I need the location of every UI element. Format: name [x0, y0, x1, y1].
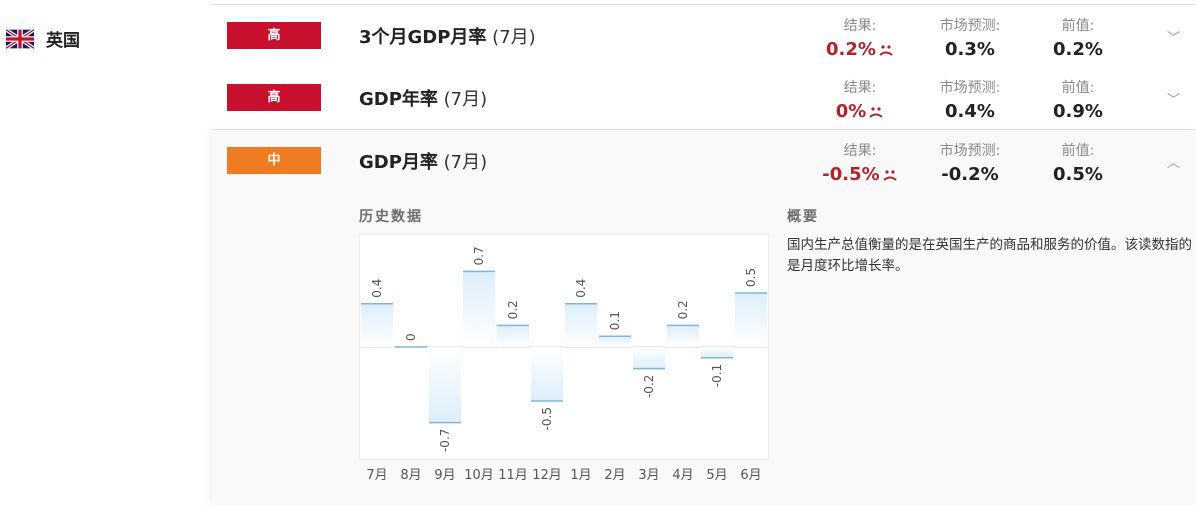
month-label: 10月	[464, 468, 494, 483]
event-row-gdp-mom-expanded[interactable]: 中 GDP月率 (7月) 结果: -0.5% 市场预测: -0.2% 前值: 0…	[212, 130, 1196, 505]
history-bar-chart: 0.4 0 -0.7 0.7 0.2 -0.5 0.4 0.1 -0.2 0.2 -0.1 0.5	[360, 246, 768, 452]
forecast-stat: 市场预测: 0.4%	[915, 77, 1025, 122]
data-label-9月: -0.7	[438, 429, 452, 452]
top-divider	[212, 4, 1196, 5]
bar-7月	[361, 303, 393, 347]
actual-stat: 结果: -0.5%	[805, 140, 915, 185]
actual-stat: 结果: 0.2%	[805, 15, 915, 60]
month-label: 1月	[570, 468, 592, 483]
bar-11月	[497, 325, 529, 347]
country-column: 英国	[0, 0, 212, 505]
event-title[interactable]: GDP月率 (7月)	[359, 152, 488, 173]
chevron-up-icon[interactable]: ︿	[1167, 156, 1181, 171]
data-label-2月: 0.1	[608, 311, 622, 330]
data-label-3月: -0.2	[642, 375, 656, 398]
actual-value: 0%	[835, 101, 867, 122]
data-label-1月: 0.4	[574, 279, 588, 298]
month-label: 6月	[740, 468, 762, 483]
data-label-7月: 0.4	[370, 279, 384, 298]
data-label-12月: -0.5	[540, 407, 554, 430]
month-label: 8月	[400, 468, 422, 483]
event-row-3m-gdp[interactable]: 高 3个月GDP月率 (7月) 结果: 0.2% 市场预测: 0.3% 前值: …	[212, 5, 1196, 68]
previous-value: 0.9%	[1053, 101, 1103, 122]
summary-title: 概要	[787, 209, 819, 225]
data-label-4月: 0.2	[676, 300, 690, 319]
summary-text: 国内生产总值衡量的是在英国生产的商品和服务的价值。该读数指的是月度环比增长率。	[787, 237, 1192, 274]
uk-flag-icon	[6, 28, 34, 49]
bar-3月	[633, 347, 665, 369]
data-label-10月: 0.7	[472, 246, 486, 265]
data-label-11月: 0.2	[506, 300, 520, 319]
history-title: 历史数据	[359, 209, 423, 225]
event-title[interactable]: 3个月GDP月率 (7月)	[359, 27, 536, 48]
bar-4月	[667, 325, 699, 347]
previous-stat: 前值: 0.5%	[1023, 140, 1133, 185]
event-row-gdp-yoy[interactable]: 高 GDP年率 (7月) 结果: 0% 市场预测: 0.4% 前值: 0.9% …	[212, 67, 1196, 130]
forecast-value: 0.3%	[945, 39, 995, 60]
month-label: 7月	[366, 468, 388, 483]
importance-badge: 高	[227, 22, 321, 49]
actual-value: -0.5%	[822, 164, 880, 185]
frown-icon	[869, 107, 883, 118]
data-label-5月: -0.1	[710, 364, 724, 387]
events-list: 高 3个月GDP月率 (7月) 结果: 0.2% 市场预测: 0.3% 前值: …	[212, 0, 1196, 505]
month-label: 4月	[672, 468, 694, 483]
bar-2月	[599, 336, 631, 347]
forecast-stat: 市场预测: -0.2%	[915, 140, 1025, 185]
event-title[interactable]: GDP年率 (7月)	[359, 89, 488, 110]
month-label: 12月	[532, 468, 562, 483]
frown-icon	[883, 170, 897, 181]
chevron-down-icon[interactable]: ﹀	[1167, 31, 1181, 46]
forecast-value: -0.2%	[941, 164, 999, 185]
month-label: 3月	[638, 468, 660, 483]
bar-9月	[429, 347, 461, 423]
actual-stat: 结果: 0%	[805, 77, 915, 122]
country-label: 英国	[6, 26, 80, 51]
month-label: 5月	[706, 468, 728, 483]
chevron-down-icon[interactable]: ﹀	[1167, 93, 1181, 108]
actual-value: 0.2%	[826, 39, 876, 60]
data-label-8月: 0	[404, 333, 418, 341]
month-label: 9月	[434, 468, 456, 483]
bar-12月	[531, 347, 563, 401]
country-name: 英国	[46, 31, 80, 51]
bar-10月	[463, 271, 495, 347]
previous-value: 0.2%	[1053, 39, 1103, 60]
importance-badge: 高	[227, 84, 321, 111]
bar-1月	[565, 303, 597, 347]
bar-6月	[735, 293, 767, 347]
previous-stat: 前值: 0.9%	[1023, 77, 1133, 122]
bar-5月	[701, 347, 733, 358]
previous-stat: 前值: 0.2%	[1023, 15, 1133, 60]
forecast-stat: 市场预测: 0.3%	[915, 15, 1025, 60]
month-label: 11月	[498, 468, 528, 483]
importance-badge: 中	[227, 147, 321, 174]
frown-icon	[879, 45, 893, 56]
month-label: 2月	[604, 468, 626, 483]
data-label-6月: 0.5	[744, 268, 758, 287]
previous-value: 0.5%	[1053, 164, 1103, 185]
history-chart: 0.4 0 -0.7 0.7 0.2 -0.5 0.4 0.1 -0.2 0.2 -0.1 0.5	[359, 234, 769, 460]
forecast-value: 0.4%	[945, 101, 995, 122]
